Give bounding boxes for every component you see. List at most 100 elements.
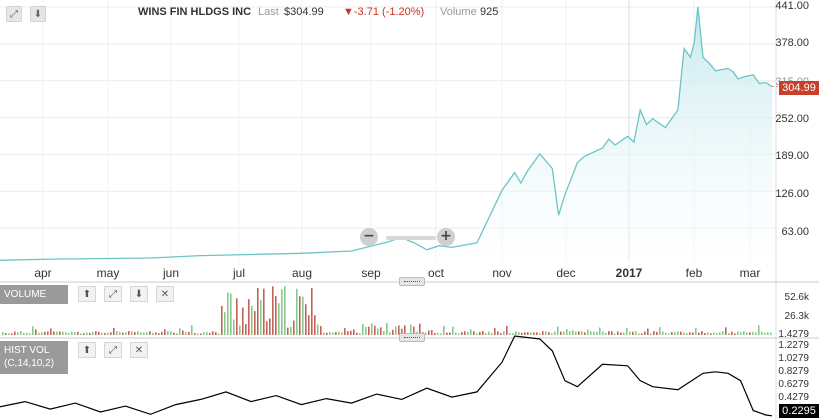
volume-bar — [683, 332, 685, 335]
volume-bar — [44, 331, 46, 335]
x-tick-label: mar — [739, 266, 761, 280]
last-price-badge: 304.99 — [779, 81, 819, 95]
volume-bar — [155, 332, 157, 335]
volume-bar — [446, 332, 448, 335]
zoom-out-icon[interactable]: − — [360, 228, 378, 246]
volume-bar — [497, 331, 499, 335]
volume-bar — [377, 328, 379, 335]
volume-bar — [476, 333, 478, 335]
volume-bar — [629, 331, 631, 335]
volume-bar — [383, 331, 385, 335]
volume-bar — [260, 299, 262, 335]
volume-bar — [767, 332, 769, 335]
volume-bar — [365, 326, 367, 335]
expand-icon[interactable]: ⤢ — [104, 342, 122, 358]
volume-bar — [116, 331, 118, 335]
volume-bar — [368, 326, 370, 335]
volume-bar — [443, 325, 445, 335]
volume-bar — [449, 332, 451, 335]
volume-bar — [452, 326, 454, 335]
volume-bar — [557, 326, 559, 335]
up-arrow-icon[interactable]: ⬆ — [78, 342, 96, 358]
volume-bar — [125, 332, 127, 335]
volume-bar — [536, 332, 538, 335]
volume-bar — [137, 331, 139, 335]
volume-bar — [665, 332, 667, 335]
volume-bar — [299, 296, 301, 335]
volume-bar — [239, 325, 241, 335]
volume-bar — [524, 332, 526, 335]
volume-bar — [686, 332, 688, 335]
volume-bar — [611, 331, 613, 335]
volume-bar — [323, 332, 325, 335]
hist-vol-last-badge: 0.2295 — [779, 404, 819, 418]
volume-bar — [257, 287, 259, 335]
volume-bar — [242, 307, 244, 335]
volume-bar — [752, 331, 754, 335]
volume-bar — [359, 333, 361, 335]
close-icon[interactable]: ✕ — [156, 286, 174, 302]
volume-bar — [689, 332, 691, 335]
volume-bar — [641, 333, 643, 335]
volume-bar — [638, 333, 640, 335]
hist-vol-y-tick: 0.6279 — [778, 379, 809, 390]
volume-bar — [473, 331, 475, 335]
volume-bar — [113, 327, 115, 335]
volume-bar — [167, 331, 169, 335]
x-tick-label: may — [96, 266, 120, 280]
volume-bar — [413, 326, 415, 335]
volume-bar — [293, 320, 295, 335]
volume-bar — [656, 331, 658, 335]
volume-bar — [518, 332, 520, 335]
volume-bar — [110, 332, 112, 335]
volume-bar — [512, 333, 514, 335]
x-tick-label: aug — [291, 266, 313, 280]
volume-bar — [8, 333, 10, 335]
volume-bar — [668, 333, 670, 335]
volume-bar — [245, 324, 247, 335]
zoom-slider-track[interactable] — [386, 236, 436, 240]
volume-bar — [404, 325, 406, 335]
volume-bar — [143, 332, 145, 335]
volume-bar — [278, 303, 280, 335]
hist-vol-y-tick: 0.8279 — [778, 366, 809, 377]
x-tick-label: jun — [162, 266, 180, 280]
volume-bar — [713, 332, 715, 335]
volume-panel-resize-handle[interactable] — [399, 277, 425, 286]
volume-bar — [590, 331, 592, 335]
volume-bar — [677, 331, 679, 335]
volume-bar — [317, 324, 319, 335]
expand-icon[interactable]: ⤢ — [6, 6, 22, 22]
close-icon[interactable]: ✕ — [130, 342, 148, 358]
volume-bar — [599, 327, 601, 335]
volume-bar — [20, 331, 22, 335]
volume-bar — [17, 332, 19, 335]
download-icon[interactable]: ⬇ — [30, 6, 46, 22]
volume-bar — [188, 331, 190, 335]
volume-bar — [182, 330, 184, 335]
volume-bar — [89, 332, 91, 335]
price-y-tick: 441.00 — [775, 0, 809, 12]
last-price: $304.99 — [284, 6, 324, 18]
volume-bar — [488, 331, 490, 335]
hist-vol-y-tick: 1.2279 — [778, 340, 809, 351]
zoom-in-icon[interactable]: + — [437, 228, 455, 246]
volume-bar — [707, 332, 709, 335]
volume-bar — [704, 332, 706, 335]
volume-bar — [554, 331, 556, 335]
volume-bar — [53, 331, 55, 335]
volume-bar — [356, 332, 358, 335]
volume-bar — [542, 331, 544, 335]
volume-bar — [575, 331, 577, 335]
volume-bar — [215, 332, 217, 335]
volume-bar — [470, 329, 472, 335]
up-arrow-icon[interactable]: ⬆ — [78, 286, 96, 302]
volume-bar — [530, 332, 532, 335]
volume-bar — [134, 332, 136, 335]
volume-bar — [674, 332, 676, 335]
expand-icon[interactable]: ⤢ — [104, 286, 122, 302]
hist-vol-line — [0, 335, 773, 417]
hist-vol-panel-resize-handle[interactable] — [399, 333, 425, 342]
volume-bar — [227, 292, 229, 335]
down-arrow-icon[interactable]: ⬇ — [130, 286, 148, 302]
